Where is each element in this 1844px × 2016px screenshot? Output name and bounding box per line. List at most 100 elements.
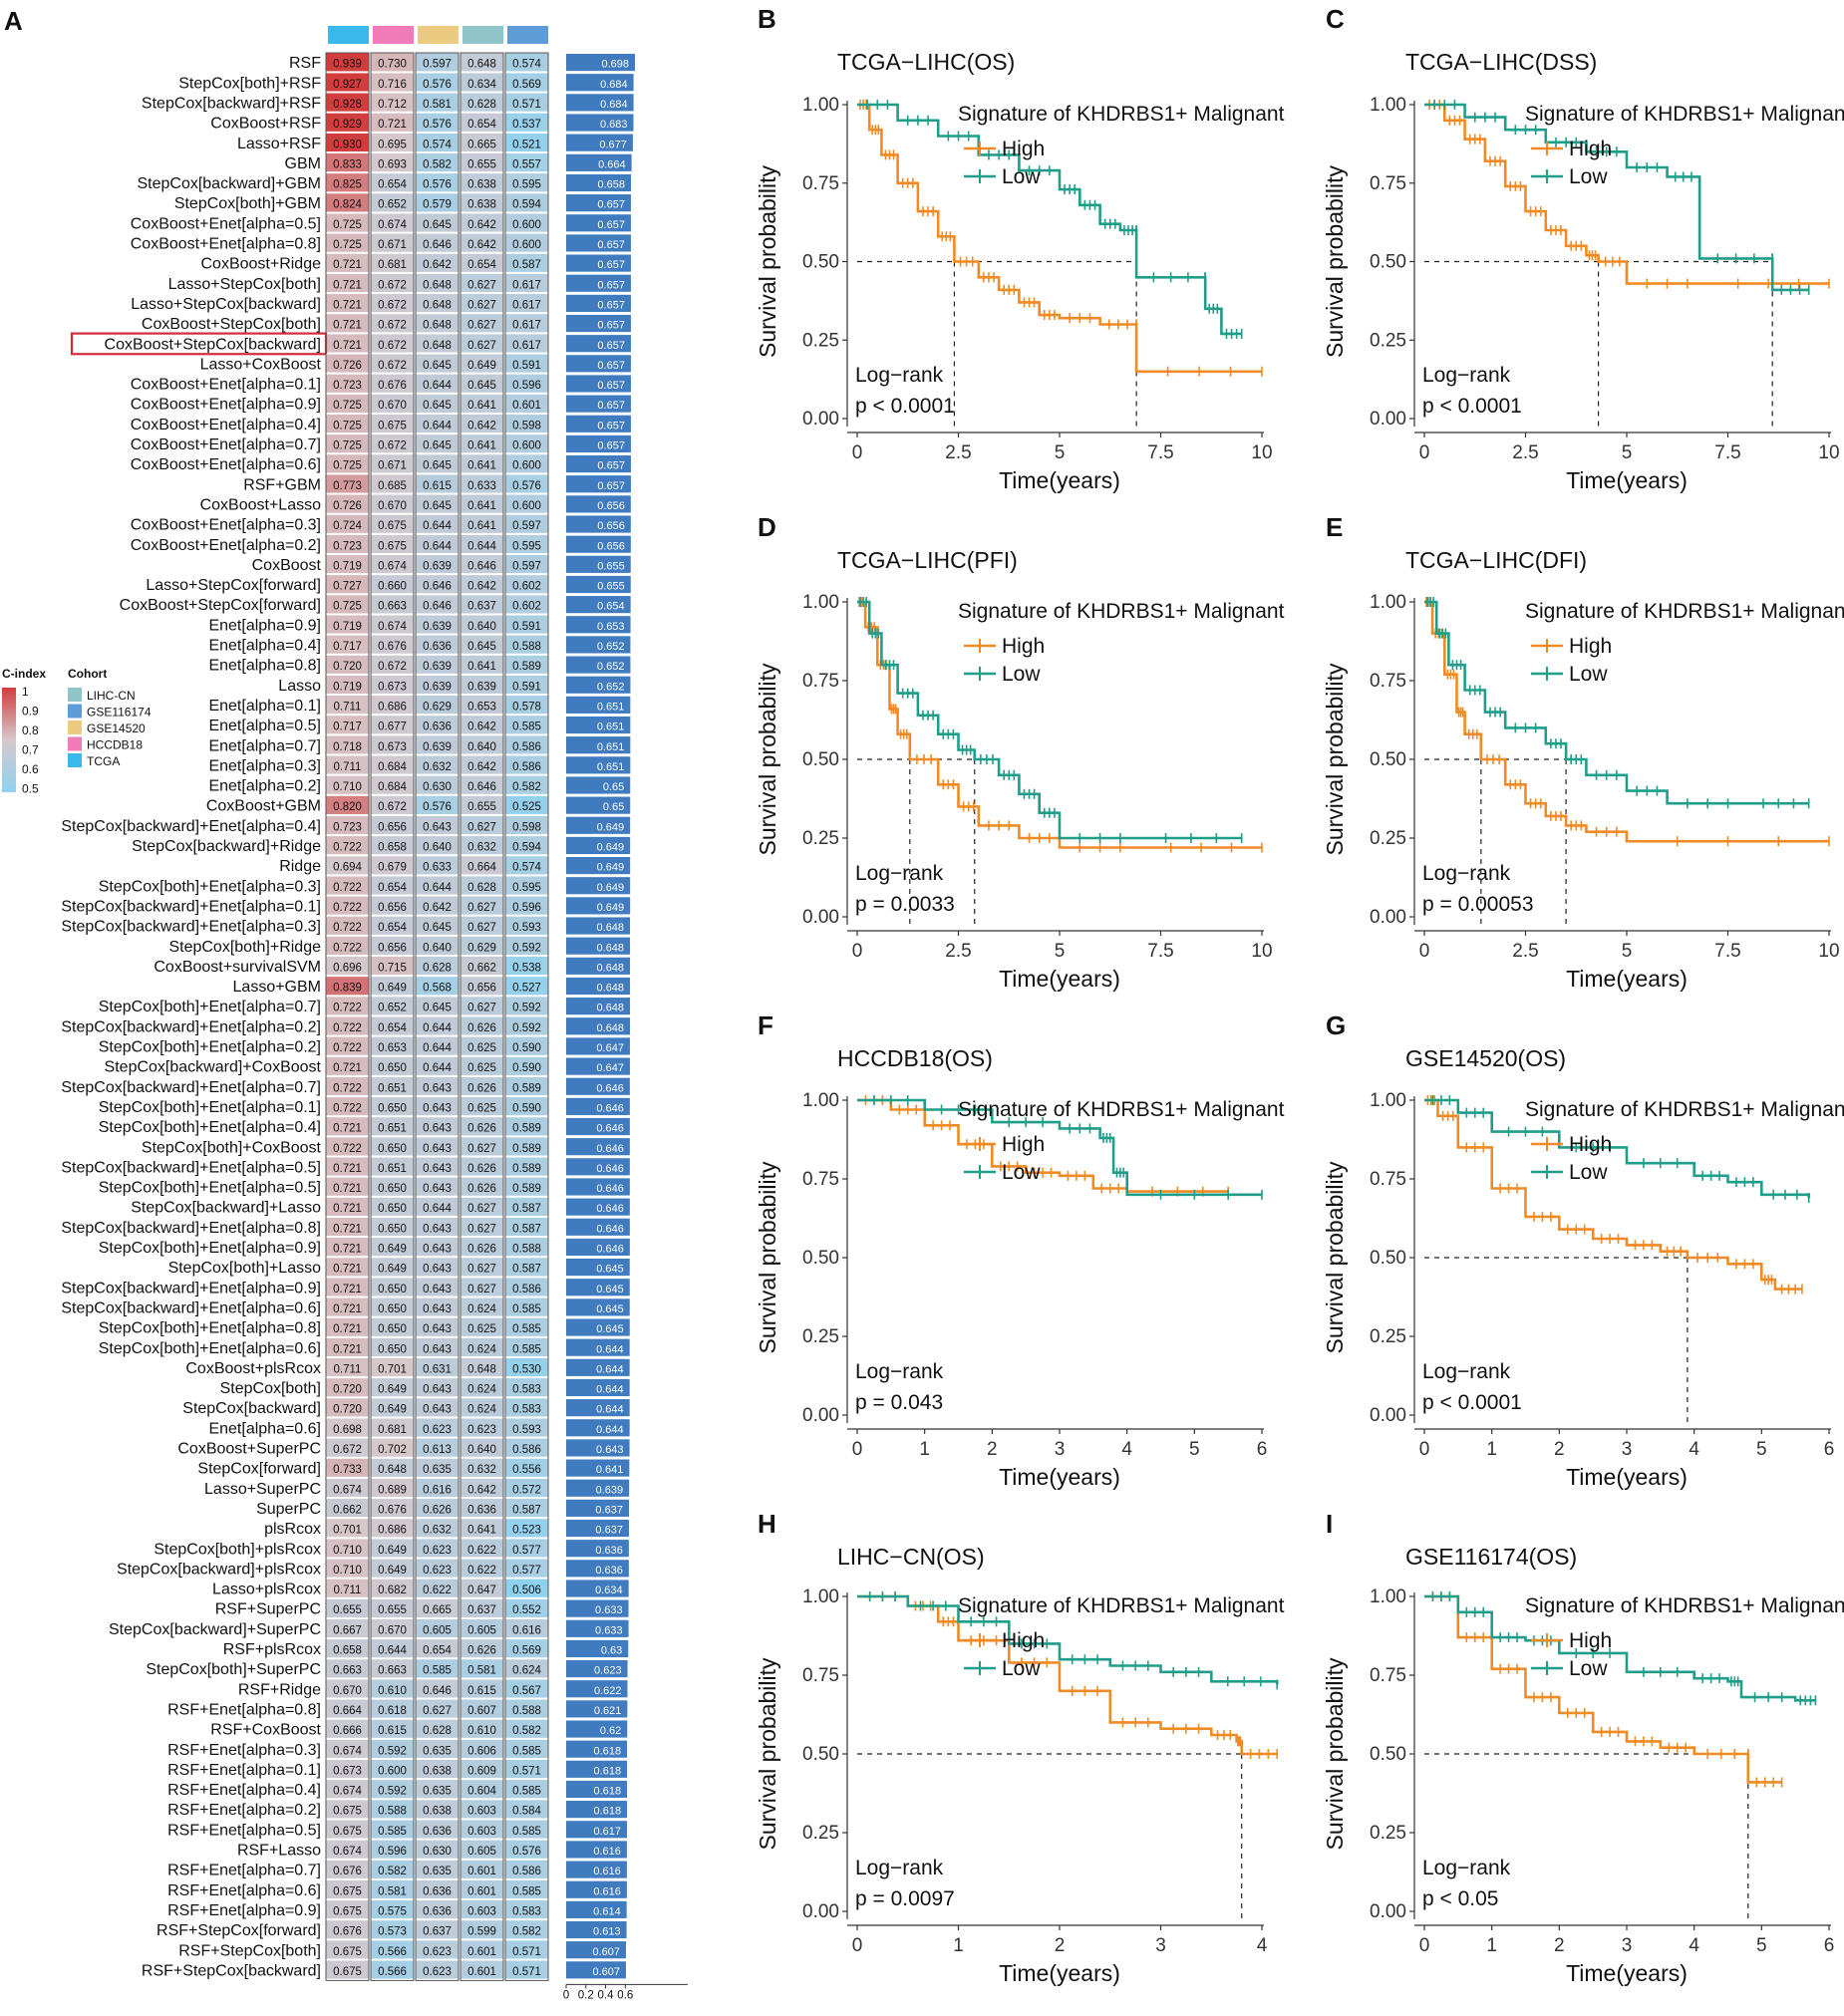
y-tick-label: 0.50: [1370, 252, 1406, 273]
heatmap-cell-value: 0.672: [378, 279, 407, 291]
heatmap-cell-value: 0.538: [512, 962, 541, 974]
heatmap-cell-value: 0.585: [512, 1826, 541, 1838]
heatmap-cell-value: 0.701: [378, 1363, 407, 1375]
row-label: RSF+Ridge: [238, 1681, 321, 1698]
row-label: StepCox[backward]+Enet[alpha=0.9]: [61, 1280, 321, 1296]
mean-cindex-bar: [566, 796, 631, 814]
y-tick-label: 0.00: [1370, 1901, 1406, 1922]
heatmap-cell-value: 0.576: [423, 119, 452, 131]
heatmap-cell-value: 0.603: [467, 1905, 496, 1917]
mean-cindex-value: 0.621: [594, 1705, 622, 1717]
bar-axis-tick-label: 0.6: [617, 1989, 633, 2001]
heatmap-cell-value: 0.587: [512, 259, 541, 271]
heatmap-cell-value: 0.674: [378, 621, 407, 633]
mean-cindex-value: 0.657: [597, 259, 625, 271]
heatmap-cell-value: 0.720: [333, 1384, 362, 1396]
x-tick-label: 0: [1419, 442, 1430, 463]
km-legend-low: Low: [1002, 165, 1041, 188]
mean-cindex-value: 0.618: [594, 1806, 622, 1818]
x-tick-label: 2.5: [1512, 941, 1538, 962]
panel-letter-G: G: [1326, 1010, 1346, 1040]
heatmap-cell-value: 0.721: [333, 279, 362, 291]
heatmap-cell-value: 0.675: [378, 520, 407, 532]
heatmap-cell-value: 0.643: [423, 1384, 452, 1396]
heatmap-cell-value: 0.673: [378, 741, 407, 753]
heatmap-cell-value: 0.566: [378, 1946, 407, 1958]
heatmap-cell-value: 0.671: [378, 239, 407, 251]
mean-cindex-value: 0.655: [597, 581, 625, 593]
heatmap-cell-value: 0.651: [378, 1082, 407, 1094]
heatmap-cell-value: 0.586: [512, 1866, 541, 1877]
mean-cindex-bar: [566, 977, 631, 996]
row-label: StepCox[backward]+Enet[alpha=0.2]: [61, 1018, 321, 1035]
row-label: Lasso+CoxBoost: [200, 356, 322, 373]
heatmap-cell-value: 0.650: [378, 1343, 407, 1355]
heatmap-cell-value: 0.733: [333, 1464, 362, 1476]
heatmap-cell-value: 0.600: [512, 460, 541, 472]
heatmap-cell-value: 0.654: [423, 1645, 452, 1657]
heatmap-cell-value: 0.719: [333, 681, 362, 693]
heatmap-cell-value: 0.656: [378, 902, 407, 914]
heatmap-cell-value: 0.675: [333, 1806, 362, 1818]
heatmap-cell-value: 0.644: [467, 540, 496, 552]
heatmap-cell-value: 0.577: [512, 1545, 541, 1557]
y-tick-label: 0.25: [802, 330, 839, 351]
heatmap-cell-value: 0.650: [378, 1062, 407, 1074]
heatmap-cell-value: 0.653: [467, 701, 496, 713]
km-curve-high: [1424, 103, 1829, 285]
heatmap-cell-value: 0.638: [423, 1806, 452, 1818]
heatmap-cell-value: 0.633: [467, 480, 496, 492]
heatmap-cell-value: 0.628: [467, 882, 496, 894]
heatmap-cell-value: 0.722: [333, 1082, 362, 1094]
heatmap-cell-value: 0.725: [333, 601, 362, 613]
mean-cindex-bar: [566, 616, 631, 634]
km-title: TCGA−LIHC(PFI): [837, 547, 1018, 573]
row-label: StepCox[both]+Enet[alpha=0.7]: [99, 999, 321, 1015]
row-label: CoxBoost+Ridge: [200, 256, 321, 273]
heatmap-cell-value: 0.571: [512, 99, 541, 111]
heatmap-cell-value: 0.645: [423, 360, 452, 372]
row-label: Lasso+GBM: [233, 979, 321, 996]
mean-cindex-bar: [566, 355, 631, 373]
km-panel-C: C TCGA−LIHC(DSS) 0.00 0.25 0.50 0.75 1.00 0 2.5 5…: [1322, 4, 1844, 493]
x-tick-label: 2: [987, 1439, 998, 1460]
km-legend-title: Signature of KHDRBS1+ Malignant: [958, 600, 1285, 623]
y-tick-label: 0.25: [1370, 1326, 1406, 1347]
row-label: StepCox[both]+Enet[alpha=0.4]: [99, 1119, 321, 1136]
heatmap-cell-value: 0.701: [333, 1525, 362, 1537]
heatmap-cell-value: 0.721: [333, 1183, 362, 1195]
mean-cindex-bar: [566, 1117, 630, 1136]
y-tick-label: 0.00: [802, 907, 839, 928]
heatmap-cell-value: 0.589: [512, 1183, 541, 1195]
y-tick-label: 0.75: [1370, 1665, 1406, 1686]
heatmap-cell-value: 0.720: [333, 661, 362, 673]
panel-letter-B: B: [758, 4, 776, 34]
heatmap-cell-value: 0.722: [333, 1042, 362, 1054]
y-tick-label: 0.50: [802, 1248, 839, 1269]
y-tick-label: 0.25: [1370, 330, 1406, 351]
heatmap-cell-value: 0.527: [512, 983, 541, 995]
km-curve-high: [857, 103, 1262, 374]
row-label: CoxBoost+RSF: [210, 116, 321, 133]
heatmap-cell-value: 0.711: [334, 1363, 362, 1375]
heatmap-cell-value: 0.670: [333, 1685, 362, 1697]
heatmap-cell-value: 0.595: [512, 882, 541, 894]
heatmap-cell-value: 0.601: [467, 1866, 496, 1877]
heatmap-cell-value: 0.712: [378, 99, 407, 111]
heatmap-cell-value: 0.649: [378, 1404, 407, 1416]
km-title: TCGA−LIHC(DFI): [1405, 547, 1587, 573]
heatmap-cell-value: 0.725: [333, 460, 362, 472]
km-legend-low: Low: [1002, 1161, 1041, 1184]
heatmap-cell-value: 0.589: [512, 661, 541, 673]
heatmap-cell-value: 0.672: [378, 360, 407, 372]
heatmap-cell-value: 0.627: [423, 1705, 452, 1717]
mean-cindex-bar: [566, 114, 634, 132]
heatmap-cell-value: 0.636: [423, 641, 452, 653]
row-label: CoxBoost+StepCox[both]: [142, 316, 321, 333]
heatmap-cell-value: 0.686: [378, 1525, 407, 1537]
heatmap-cell-value: 0.627: [467, 902, 496, 914]
cindex-legend-tick: 0.9: [22, 705, 39, 719]
mean-cindex-value: 0.657: [597, 279, 625, 291]
heatmap-cell-value: 0.569: [512, 1645, 541, 1657]
heatmap-cell-value: 0.710: [333, 1545, 362, 1557]
